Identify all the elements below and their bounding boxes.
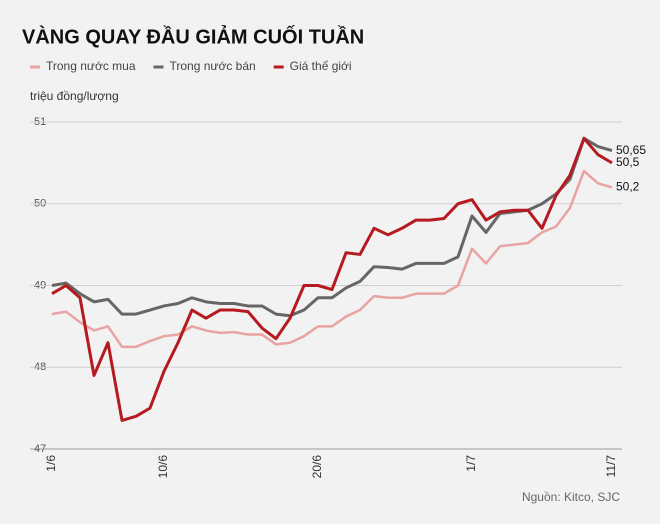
legend-label: Giá thế giới [290, 59, 352, 73]
x-tick-label: 20/6 [310, 455, 324, 479]
chart-title: VÀNG QUAY ĐẦU GIẢM CUỐI TUẦN [22, 24, 364, 48]
legend-label: Trong nước mua [46, 59, 136, 73]
y-axis-label: triệu đồng/lượng [30, 89, 119, 103]
x-tick-label: 11/7 [604, 455, 618, 478]
data-label: 50,2 [616, 180, 640, 194]
series-line [51, 169, 613, 349]
x-tick-label: 1/6 [44, 455, 58, 472]
data-label: 50,5 [616, 155, 640, 169]
legend-label: Trong nước bán [170, 59, 256, 73]
series-line [51, 136, 613, 422]
source: Nguồn: Kitco, SJC [522, 490, 620, 504]
data-label: 50,65 [616, 143, 646, 157]
x-tick-label: 1/7 [464, 455, 478, 472]
x-tick-label: 10/6 [156, 455, 170, 479]
